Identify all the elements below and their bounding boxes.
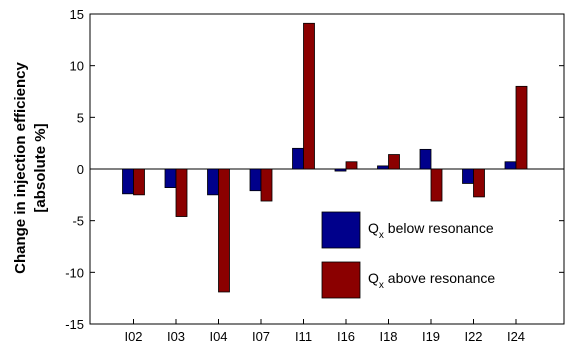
x-tick-label: I02	[124, 329, 142, 344]
bar-I22-series-1	[473, 168, 485, 198]
legend-label-1: Qx above resonance	[368, 270, 495, 291]
legend: Qx below resonance Qx above resonance	[321, 211, 495, 299]
bar-I24-series-1	[515, 85, 528, 170]
x-tick-label: I03	[167, 329, 185, 344]
bar-I18-series-1	[388, 154, 400, 170]
x-tick-label: I04	[209, 329, 227, 344]
bar-I16-series-0	[334, 168, 347, 172]
bar-I19-series-1	[430, 168, 443, 202]
bar-I07-series-0	[249, 168, 262, 192]
bar-I07-series-1	[260, 168, 273, 202]
plot-area: -15 -10 -5 0 5 10 15 I02 I03 I04 I07 I11 I16 I18 I19 I2…	[65, 7, 565, 344]
y-tick-label: 5	[77, 110, 84, 125]
y-tick-label: 15	[70, 7, 84, 22]
y-tick-label: -15	[65, 317, 84, 332]
y-tick-label: -10	[65, 265, 84, 280]
bar-I04-series-0	[207, 168, 219, 196]
bar-I22-series-0	[462, 168, 474, 184]
bar-I24-series-0	[504, 161, 517, 170]
bar-I03-series-0	[164, 168, 177, 189]
y-axis-label-line2: [absolute %]	[32, 123, 49, 212]
bar-I02-series-0	[122, 168, 134, 195]
bar-I04-series-1	[218, 168, 230, 293]
x-tick-label: I18	[379, 329, 397, 344]
x-tick-label: I24	[507, 329, 525, 344]
x-tick-label: I19	[422, 329, 440, 344]
legend-swatch-1	[321, 261, 361, 299]
y-tick-label: 0	[77, 162, 84, 177]
bar-I18-series-0	[377, 165, 389, 170]
bar-I03-series-1	[175, 168, 188, 217]
y-tick-label: -5	[72, 214, 84, 229]
x-tick-label: I11	[295, 329, 312, 344]
y-tick-label: 10	[70, 59, 84, 74]
y-axis-label: Change in injection efficiency [absolute…	[12, 61, 49, 273]
x-tick-label: I16	[337, 329, 355, 344]
bar-I16-series-1	[345, 161, 358, 170]
bar-I11-series-1	[303, 22, 315, 170]
bar-I19-series-0	[419, 148, 432, 170]
legend-swatch-0	[321, 211, 361, 249]
legend-label-0: Qx below resonance	[368, 220, 494, 241]
bar-I02-series-1	[133, 168, 145, 196]
bar-I11-series-0	[292, 147, 304, 170]
x-tick-label: I22	[464, 329, 482, 344]
x-tick-label: I07	[252, 329, 270, 344]
y-axis-label-line1: Change in injection efficiency	[12, 61, 29, 273]
